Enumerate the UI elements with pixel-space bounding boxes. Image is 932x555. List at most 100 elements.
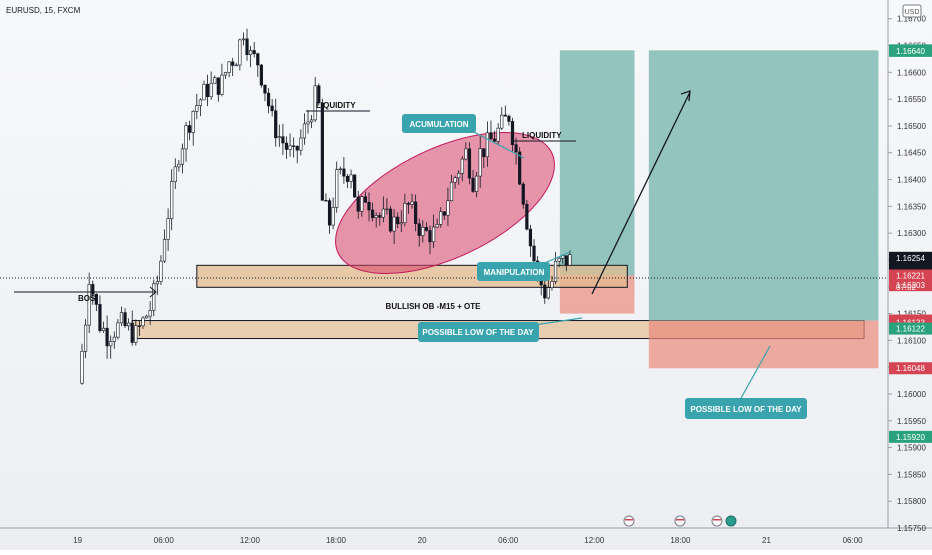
globe-icon[interactable] xyxy=(725,515,737,527)
callout-manipulation-box xyxy=(477,262,550,281)
price-tag-label: 1.16254 xyxy=(896,254,925,263)
candle-body xyxy=(266,92,271,107)
candle-body xyxy=(500,114,504,129)
callout-manipulation[interactable]: MANIPULATION xyxy=(477,251,571,281)
candle-body xyxy=(98,304,102,331)
price-tag-label: 1.16048 xyxy=(896,364,925,373)
candle-body xyxy=(485,132,489,158)
candle-body xyxy=(198,99,202,106)
candle-body xyxy=(410,201,414,205)
candle-body xyxy=(471,177,475,192)
candle-body xyxy=(532,245,536,262)
price-tick-label: 1.16550 xyxy=(897,95,926,104)
candle-body xyxy=(478,148,482,177)
candle-body xyxy=(173,166,177,182)
position-target-zone[interactable] xyxy=(559,50,635,276)
callout-accumulation-pointer xyxy=(469,129,525,159)
candle-body xyxy=(191,110,195,133)
price-tag-box xyxy=(889,362,932,375)
candle-body xyxy=(381,208,385,218)
candle-body xyxy=(367,202,371,211)
candle-body xyxy=(166,218,170,240)
annotation-liquidity-1: LIQUIDITY xyxy=(316,101,356,110)
price-tags[interactable]: 1.166411.166401.162541.162211.162031.161… xyxy=(889,44,932,443)
position-stop-zone[interactable] xyxy=(648,320,879,369)
annotation-bos: BOS xyxy=(78,294,96,303)
price-tag-label: 1.16203 xyxy=(896,281,925,290)
candle-body xyxy=(353,174,357,198)
candle-body xyxy=(492,138,497,142)
candle-body xyxy=(406,203,411,205)
price-tag[interactable]: 1.16640 xyxy=(889,44,932,57)
candle-body xyxy=(252,50,256,54)
price-tick-label: 1.16600 xyxy=(897,68,926,77)
price-tag[interactable]: 1.16221 xyxy=(889,269,932,282)
candle-body xyxy=(170,181,174,219)
candle-body xyxy=(335,169,339,208)
candle-body xyxy=(543,284,547,299)
candle-body xyxy=(414,201,418,225)
candle-body xyxy=(245,38,249,56)
candle-body xyxy=(234,64,238,67)
candle-body xyxy=(446,200,450,216)
candle-body xyxy=(482,148,486,158)
candle-body xyxy=(119,312,124,324)
price-tag[interactable]: 1.16048 xyxy=(889,362,932,375)
price-tick-label: 1.16350 xyxy=(897,202,926,211)
price-tick-label: 1.16400 xyxy=(897,176,926,185)
callout-low-2[interactable]: POSSIBLE LOW OF THE DAY xyxy=(685,345,807,419)
candle-body xyxy=(116,322,120,338)
candle-body xyxy=(521,183,525,205)
us-flag-stripe-icon xyxy=(676,519,684,521)
candle-body xyxy=(216,77,220,95)
candle-body xyxy=(277,136,281,139)
candle-body xyxy=(223,72,228,76)
candle-body xyxy=(507,115,511,122)
candle-body xyxy=(460,158,464,174)
price-tag[interactable]: 1.16203 xyxy=(889,279,932,292)
candle-body xyxy=(256,53,260,66)
time-tick-label: 12:00 xyxy=(584,536,605,545)
candle-body xyxy=(309,119,314,123)
projection-arrow[interactable] xyxy=(591,91,691,295)
callout-low-1[interactable]: POSSIBLE LOW OF THE DAY xyxy=(418,317,583,342)
candle-body xyxy=(213,77,217,84)
price-tag[interactable]: 1.16122 xyxy=(889,322,932,335)
us-flag-icon[interactable] xyxy=(711,515,723,527)
candle-body xyxy=(220,74,224,95)
candle-body xyxy=(91,284,95,295)
candle-body xyxy=(94,293,98,305)
candle-body xyxy=(284,142,289,150)
candle-body xyxy=(510,121,515,145)
price-tick-label: 1.15850 xyxy=(897,470,926,479)
us-flag-icon[interactable] xyxy=(623,515,635,527)
callout-low-2-text: POSSIBLE LOW OF THE DAY xyxy=(690,405,802,414)
candle-body xyxy=(274,110,278,139)
candle-body xyxy=(202,83,206,101)
candle-body xyxy=(568,254,572,266)
candle-body xyxy=(331,207,335,226)
currency-badge-box[interactable] xyxy=(902,4,922,18)
event-icons[interactable] xyxy=(623,515,737,527)
candle-body xyxy=(363,196,368,203)
candle-body xyxy=(503,114,507,117)
time-axis-labels[interactable]: 19 06:00 12:00 18:00 20 06:00 12:00 18:00 21 06:0… xyxy=(73,536,863,545)
candle-body xyxy=(345,175,350,182)
candle-body xyxy=(134,325,138,343)
candle-body xyxy=(148,310,152,317)
position-target-zone[interactable] xyxy=(648,50,879,321)
us-flag-icon[interactable] xyxy=(674,515,686,527)
candle-body xyxy=(356,196,360,212)
candle-body xyxy=(281,136,285,144)
callout-accumulation[interactable]: ACUMULATION xyxy=(402,114,525,159)
annotation-liquidity-2: LIQUIDITY xyxy=(522,131,562,140)
time-tick-label: 18:00 xyxy=(670,536,691,545)
candle-body xyxy=(83,324,88,352)
candle-body xyxy=(360,196,364,212)
candle-body xyxy=(184,125,188,150)
price-tag[interactable]: 1.15920 xyxy=(889,430,932,443)
accumulation-ellipse[interactable] xyxy=(315,103,575,302)
price-tick-label: 1.16100 xyxy=(897,336,926,345)
